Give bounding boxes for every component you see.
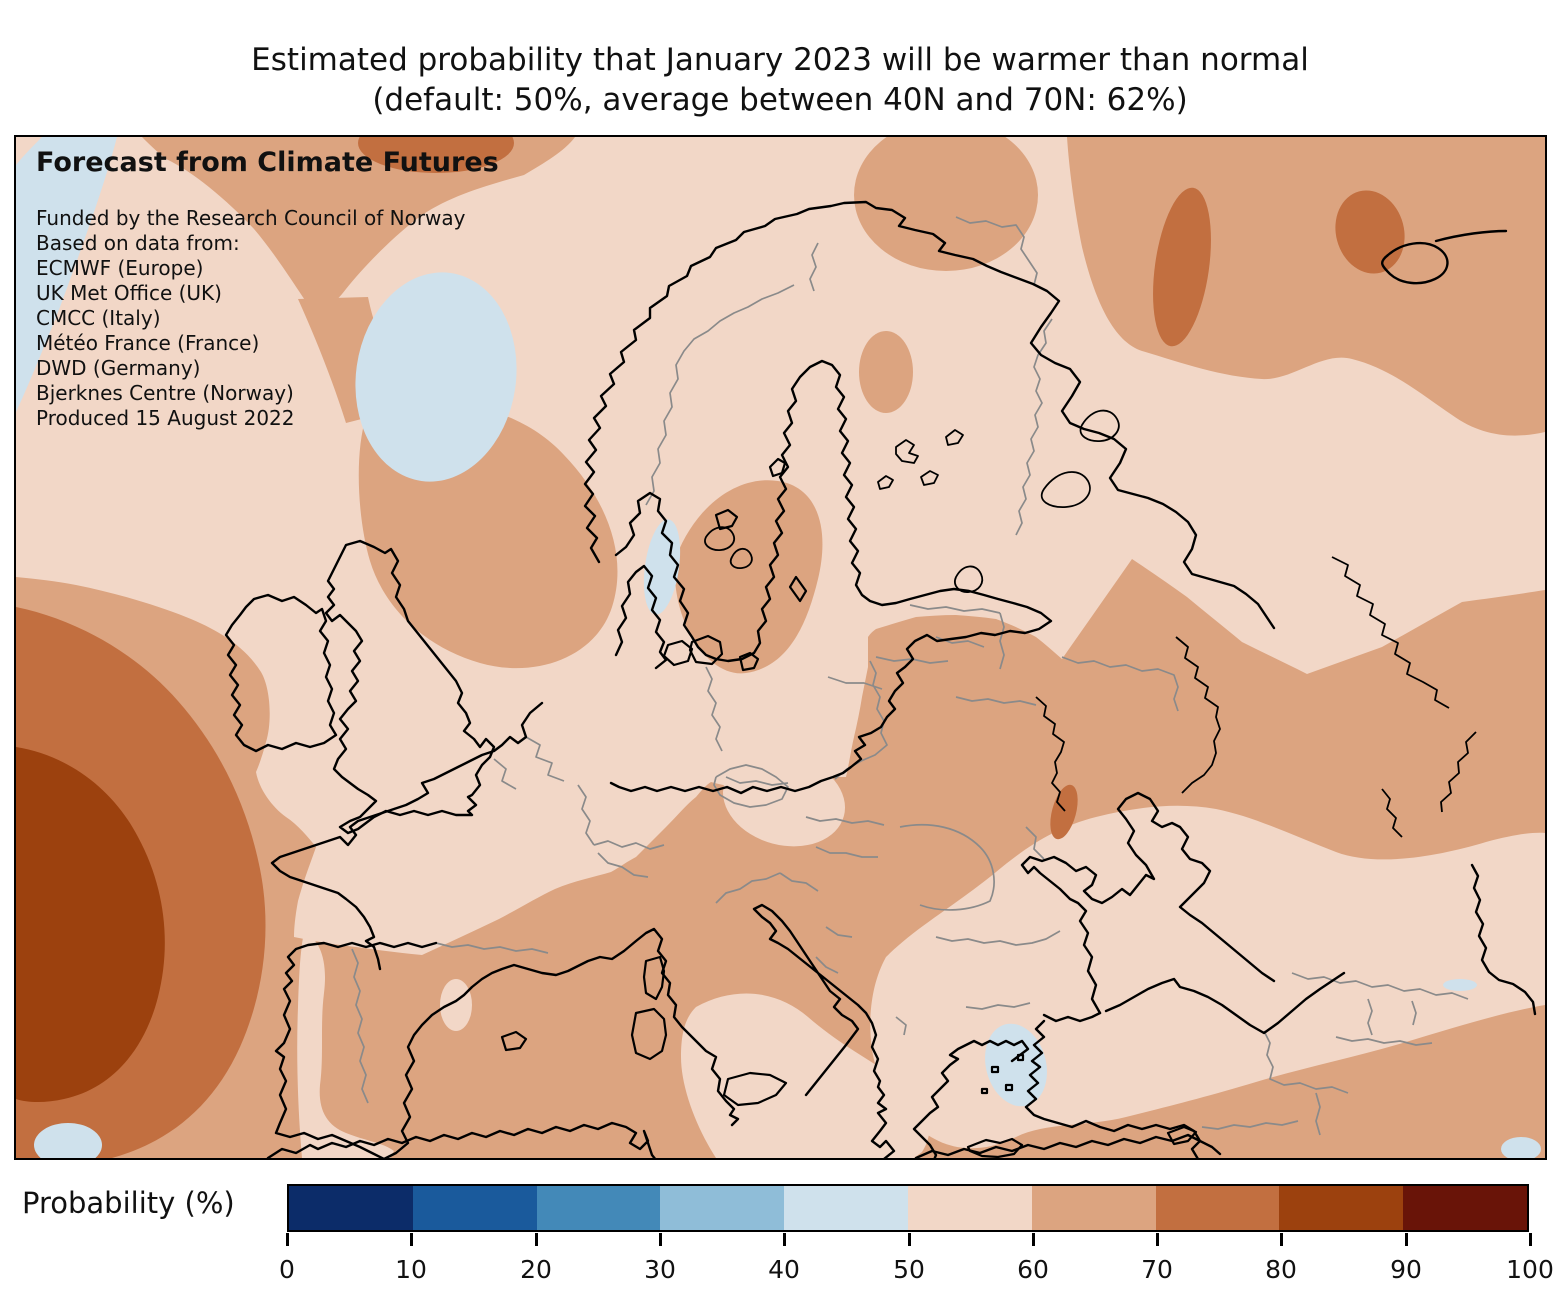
contour-60-sweden-blob bbox=[859, 331, 913, 413]
colorbar-tick-label: 20 bbox=[520, 1255, 552, 1284]
colorbar-tick-mark bbox=[1529, 1233, 1532, 1246]
figure-title-line1: Estimated probability that January 2023 … bbox=[251, 42, 1309, 78]
colorbar-segment bbox=[536, 1186, 661, 1230]
map-credit-line: DWD (Germany) bbox=[36, 356, 201, 380]
contour-60-top-left-band bbox=[142, 137, 575, 313]
colorbar-tick-mark bbox=[783, 1233, 786, 1246]
colorbar-tick-mark bbox=[908, 1233, 911, 1246]
map-credits: Funded by the Research Council of Norway… bbox=[36, 206, 499, 431]
colorbar-segment bbox=[660, 1186, 785, 1230]
colorbar-segment bbox=[1403, 1186, 1527, 1230]
colorbar-segment bbox=[289, 1186, 413, 1230]
contour-40-topleft-band bbox=[16, 137, 117, 412]
colorbar-tick-label: 80 bbox=[1265, 1255, 1297, 1284]
colorbar bbox=[287, 1184, 1529, 1232]
figure-title: Estimated probability that January 2023 … bbox=[0, 40, 1560, 120]
contour-70-kola-spot bbox=[1153, 187, 1211, 347]
contour-50-bohemia bbox=[722, 753, 846, 847]
map-graphic bbox=[16, 137, 1545, 1158]
colorbar-tick-label: 100 bbox=[1506, 1255, 1554, 1284]
colorbar-segment bbox=[784, 1186, 908, 1230]
contour-60-norway-coast-blob bbox=[854, 137, 1038, 271]
contour-40-bottom-left bbox=[34, 1123, 102, 1158]
contour-40-caucasus-spot bbox=[1443, 979, 1477, 991]
colorbar-segment bbox=[412, 1186, 537, 1230]
map-heading: Forecast from Climate Futures bbox=[36, 147, 499, 178]
map-credit-line: Bjerknes Centre (Norway) bbox=[36, 381, 294, 405]
map-credit-line: UK Met Office (UK) bbox=[36, 281, 222, 305]
colorbar-tick-label: 60 bbox=[1017, 1255, 1049, 1284]
colorbar-segment bbox=[1031, 1186, 1156, 1230]
contour-50-portugal-strip bbox=[297, 932, 394, 1158]
contour-50-central-med bbox=[681, 993, 930, 1158]
map-credit-line: Based on data from: bbox=[36, 231, 240, 255]
colorbar-tick-mark bbox=[1032, 1233, 1035, 1246]
contour-60-se-corner bbox=[1096, 1006, 1545, 1158]
colorbar-ticks: 0 10 20 30 40 50 60 70 80 90 100 bbox=[279, 1233, 1554, 1291]
contour-40-bottom-right-spot bbox=[1501, 1137, 1541, 1158]
coastlines bbox=[224, 200, 1537, 1158]
colorbar-tick-label: 0 bbox=[279, 1255, 295, 1284]
probability-map: Forecast from Climate Futures Funded by … bbox=[14, 135, 1547, 1160]
colorbar-tick-label: 40 bbox=[768, 1255, 800, 1284]
map-credit-line: Funded by the Research Council of Norway bbox=[36, 206, 466, 230]
colorbar-tick-mark bbox=[1405, 1233, 1408, 1246]
colorbar-tick-mark bbox=[1280, 1233, 1283, 1246]
map-text-overlay: Forecast from Climate Futures Funded by … bbox=[36, 147, 499, 431]
colorbar-tick-label: 90 bbox=[1390, 1255, 1422, 1284]
colorbar-tick-mark bbox=[659, 1233, 662, 1246]
contour-50-valencia-spot bbox=[440, 979, 472, 1031]
country-borders bbox=[351, 216, 1469, 1136]
contour-70-top-center bbox=[358, 137, 514, 173]
colorbar-tick-mark bbox=[410, 1233, 413, 1246]
colorbar-tick-label: 70 bbox=[1141, 1255, 1173, 1284]
contour-60-baltic-blob bbox=[674, 480, 823, 674]
colorbar-tick-mark bbox=[1156, 1233, 1159, 1246]
colorbar-tick-mark bbox=[286, 1233, 289, 1246]
contour-40-north-sea bbox=[355, 272, 517, 482]
contour-70-northeast-spot bbox=[1335, 190, 1405, 274]
map-credit-line: ECMWF (Europe) bbox=[36, 256, 204, 280]
map-credit-line: CMCC (Italy) bbox=[36, 306, 161, 330]
colorbar-tick-mark bbox=[535, 1233, 538, 1246]
colorbar-tick-label: 30 bbox=[644, 1255, 676, 1284]
map-credit-line: Météo France (France) bbox=[36, 331, 260, 355]
colorbar-row: Probability (%) 0 10 20 30 40 50 60 70 80 90 100 bbox=[0, 1172, 1560, 1292]
colorbar-segment bbox=[1279, 1186, 1404, 1230]
colorbar-segment bbox=[1155, 1186, 1280, 1230]
colorbar-tick-label: 10 bbox=[395, 1255, 427, 1284]
colorbar-label: Probability (%) bbox=[22, 1186, 235, 1220]
figure-title-line2: (default: 50%, average between 40N and 7… bbox=[372, 82, 1188, 118]
colorbar-segment bbox=[907, 1186, 1032, 1230]
contour-80-atlantic-core bbox=[16, 747, 165, 1102]
map-credit-line: Produced 15 August 2022 bbox=[36, 406, 295, 430]
colorbar-tick-label: 50 bbox=[893, 1255, 925, 1284]
